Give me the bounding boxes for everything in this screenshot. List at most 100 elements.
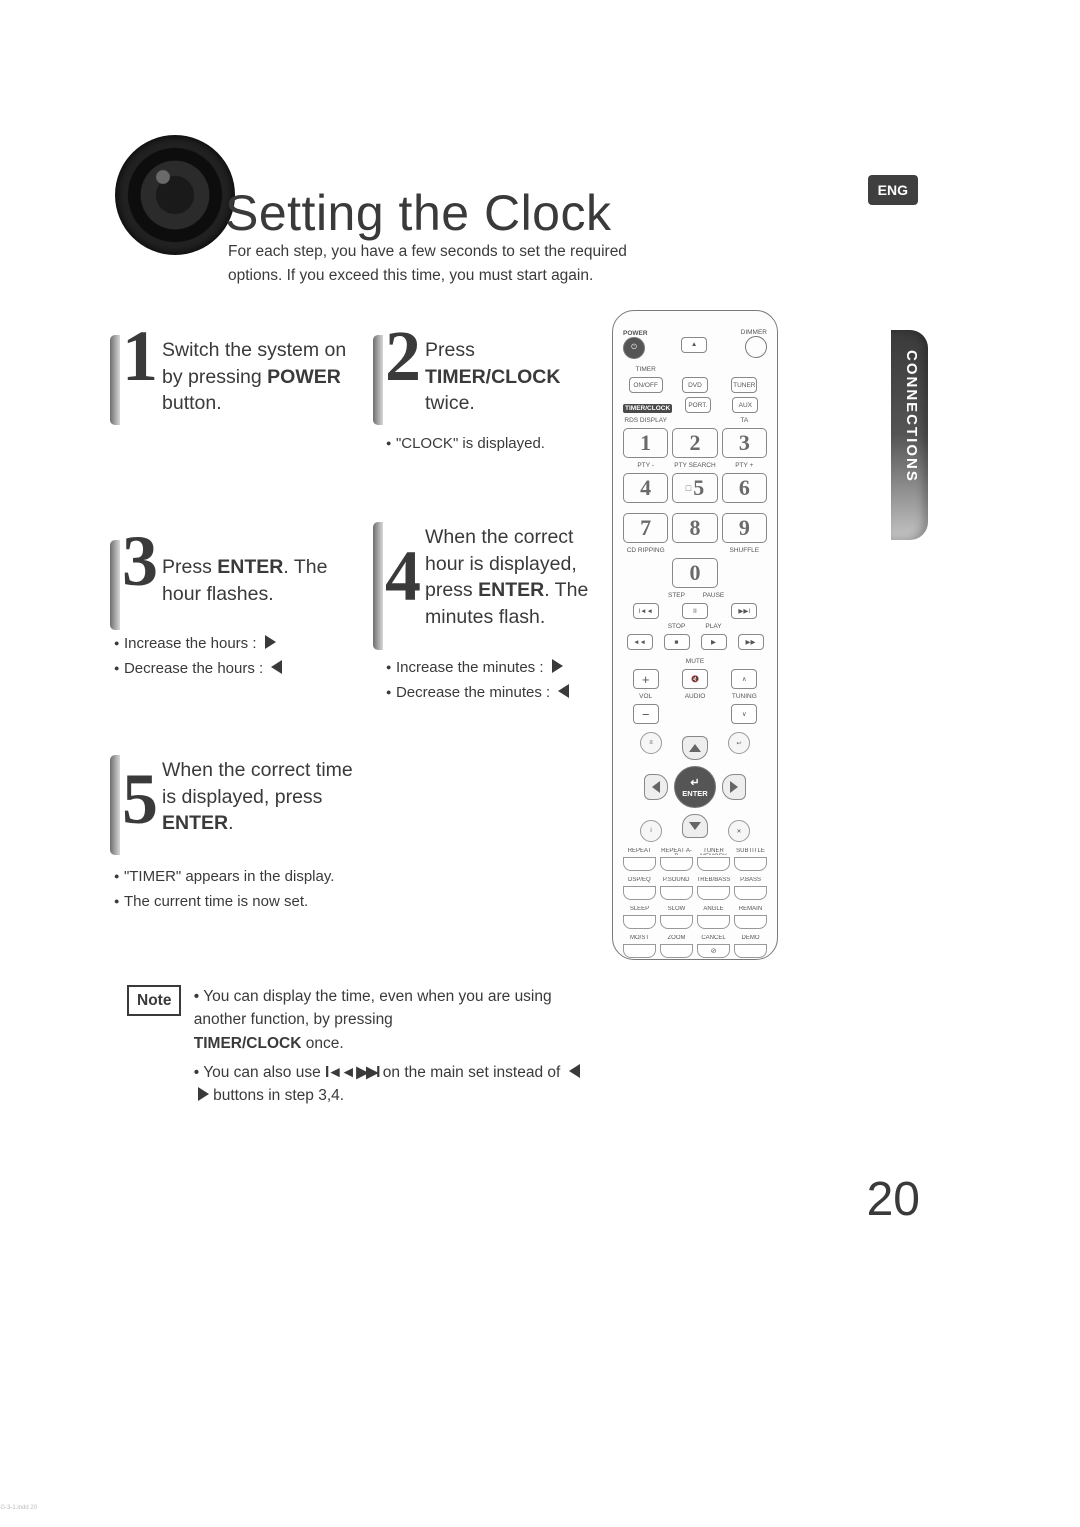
step-5-bullets: "TIMER" appears in the display. The curr…: [114, 865, 334, 915]
dimmer-button-icon: [745, 336, 767, 358]
step-2-bar: [373, 335, 383, 425]
subtitle-label: SUBTITLE: [734, 848, 767, 855]
step-2-text: Press TIMER/CLOCK twice.: [425, 337, 610, 417]
remain-label: REMAIN: [734, 906, 767, 913]
audio-label: AUDIO: [672, 693, 717, 700]
step-3-inc-text: Increase the hours :: [124, 635, 257, 652]
page-number: 20: [867, 1172, 920, 1227]
left-arrow-icon: [569, 1064, 580, 1078]
note-2c: buttons in step 3,4.: [213, 1087, 344, 1104]
cancel-label: CANCEL: [697, 935, 730, 942]
keypad-7: 7: [623, 513, 668, 543]
psound-label: P.SOUND: [660, 877, 693, 884]
tuner-memory-button: [697, 857, 730, 871]
note-badge: Note: [127, 985, 181, 1016]
mute-button: 🔇: [682, 669, 708, 689]
step-5-number: 5: [122, 763, 158, 835]
note-1b: TIMER/CLOCK: [194, 1035, 302, 1052]
enter-label: ENTER: [682, 789, 707, 798]
step-1-bar: [110, 335, 120, 425]
step-5-text-b: ENTER: [162, 812, 228, 834]
slow-label: SLOW: [660, 906, 693, 913]
vol-down-button: −: [633, 704, 659, 724]
left-arrow-icon: [271, 660, 282, 674]
most-label: MO/ST: [623, 935, 656, 942]
sleep-label: SLEEP: [623, 906, 656, 913]
section-tab-label: CONNECTIONS: [903, 350, 920, 483]
rds-label: RDS DISPLAY: [623, 417, 668, 424]
stop-button: ■: [664, 634, 690, 650]
onoff-button: ON/OFF: [629, 377, 663, 393]
step-2-text-b: TIMER/CLOCK: [425, 366, 560, 388]
step-4-text: When the correct hour is displayed, pres…: [425, 524, 610, 631]
tuning-up-button: ∧: [731, 669, 757, 689]
ta-label: TA: [722, 417, 767, 424]
angle-label: ANGLE: [697, 906, 730, 913]
note-line-2: You can also use I◄◄ ▶▶I on the main set…: [194, 1061, 584, 1108]
step-3-text-b: ENTER: [217, 556, 283, 578]
page-subtitle: For each step, you have a few seconds to…: [228, 240, 648, 288]
step-2-text-a: Press: [425, 339, 475, 361]
keypad-3: 3: [722, 428, 767, 458]
port-button: PORT.: [685, 397, 711, 413]
step-4-inc-text: Increase the minutes :: [396, 659, 544, 676]
step-5-text: When the correct time is displayed, pres…: [162, 757, 357, 837]
keypad-8: 8: [672, 513, 717, 543]
step-label: STEP: [660, 592, 693, 599]
stop-label: STOP: [660, 623, 693, 630]
power-button-icon: ⏻: [623, 337, 645, 359]
step-4-text-b: ENTER: [478, 579, 544, 601]
shuffle-label: SHUFFLE: [722, 547, 767, 554]
note-2a: You can also use: [203, 1064, 325, 1081]
rewind-button: ◄◄: [627, 634, 653, 650]
step-1-text: Switch the system on by pressing POWER b…: [162, 337, 372, 417]
tuner-button: TUNER: [731, 377, 757, 393]
eject-button-icon: ▲: [681, 337, 707, 353]
step-2-number: 2: [385, 320, 421, 392]
step-5-bullet-1: "TIMER" appears in the display.: [114, 865, 334, 890]
repeat-ab-button: [660, 857, 693, 871]
dsp-label: DSP/EQ: [623, 877, 656, 884]
step-4-bullets: Increase the minutes : Decrease the minu…: [386, 656, 569, 706]
note-1c: once.: [301, 1035, 343, 1052]
pause-button: II: [682, 603, 708, 619]
remote-bottom-row-2: DSP/EQ P.SOUND TREB/BASS P.BASS: [623, 877, 767, 900]
dvd-button: DVD: [682, 377, 708, 393]
step-4-dec-text: Decrease the minutes :: [396, 684, 550, 701]
right-arrow-icon: [198, 1087, 209, 1101]
keypad-5: □5: [672, 473, 717, 503]
step-5-bullet-2: The current time is now set.: [114, 890, 334, 915]
remote-timer-label: TIMER: [623, 366, 668, 373]
repeat-button: [623, 857, 656, 871]
exit-button: ✕: [728, 820, 750, 842]
step-3-dec-text: Decrease the hours :: [124, 660, 263, 677]
step-4-bullet-dec: Decrease the minutes :: [386, 681, 569, 706]
step-3-number: 3: [122, 525, 158, 597]
keypad-6: 6: [722, 473, 767, 503]
step-3-bar: [110, 540, 120, 630]
step-3-bullets: Increase the hours : Decrease the hours …: [114, 632, 282, 682]
vol-label: VOL: [623, 693, 668, 700]
step-5-bar: [110, 755, 120, 855]
ffwd-button: ▶▶: [738, 634, 764, 650]
skip-rewind-icon: I◄◄ ▶▶I: [325, 1064, 378, 1081]
aux-button: AUX: [732, 397, 758, 413]
skip-fwd-button: ▶▶I: [731, 603, 757, 619]
zoom-label: ZOOM: [660, 935, 693, 942]
step-2-text-c: twice.: [425, 392, 475, 414]
skip-back-button: I◄◄: [633, 603, 659, 619]
step-3-text-a: Press: [162, 556, 217, 578]
info-button: i: [640, 820, 662, 842]
treb-label: TREB/BASS: [697, 877, 731, 884]
dpad-right: [722, 774, 746, 800]
keypad-1: 1: [623, 428, 668, 458]
repeat-ab-label: REPEAT A-B: [660, 848, 693, 855]
repeat-label: REPEAT: [623, 848, 656, 855]
vol-up-button: +: [633, 669, 659, 689]
note-body: You can display the time, even when you …: [194, 985, 584, 1113]
keypad-9: 9: [722, 513, 767, 543]
remote-bottom-row-1: REPEAT REPEAT A-B TUNER MEMORY SUBTITLE: [623, 848, 767, 871]
step-2-bullet-1: "CLOCK" is displayed.: [386, 432, 545, 457]
keypad-0: 0: [672, 558, 717, 588]
keypad-4: 4: [623, 473, 668, 503]
